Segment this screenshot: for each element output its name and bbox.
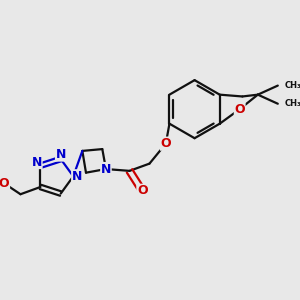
Text: N: N [32, 155, 42, 169]
Text: O: O [234, 103, 245, 116]
Text: O: O [137, 184, 148, 197]
Text: O: O [0, 177, 10, 190]
Text: N: N [101, 163, 111, 176]
Text: N: N [72, 170, 82, 183]
Text: N: N [56, 148, 66, 161]
Text: O: O [160, 137, 171, 150]
Text: CH₃: CH₃ [285, 81, 300, 90]
Text: CH₃: CH₃ [285, 99, 300, 108]
